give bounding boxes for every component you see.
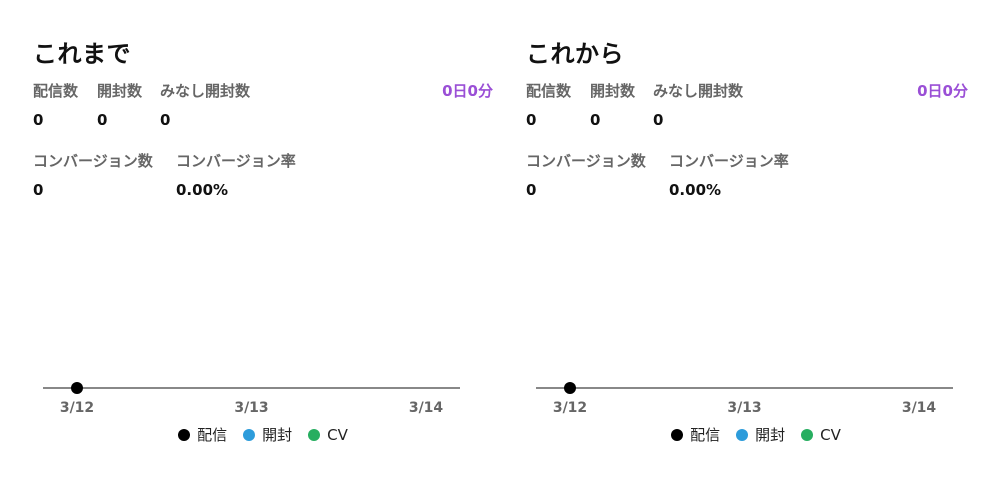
legend-label: 開封 <box>262 426 293 444</box>
cv-dot-icon <box>801 428 814 441</box>
conversion-rate-label: コンバージョン率 <box>176 152 296 170</box>
cv-dot-icon <box>308 428 321 441</box>
conversions-value: 0 <box>526 181 537 199</box>
deemed-opened-label: みなし開封数 <box>160 82 251 100</box>
future-panel: これから 配信数 開封数 みなし開封数 0日0分 0 0 0 コンバージョン数 … <box>526 0 986 480</box>
legend-item-delivery[interactable]: 配信 <box>178 424 227 445</box>
opened-value: 0 <box>590 111 601 129</box>
open-dot-icon <box>243 428 256 441</box>
legend-item-cv[interactable]: CV <box>308 424 348 445</box>
deemed-opened-value: 0 <box>653 111 664 129</box>
legend-item-delivery[interactable]: 配信 <box>671 424 720 445</box>
conversion-rate-value: 0.00% <box>176 181 229 199</box>
delivered-value: 0 <box>33 111 44 129</box>
x-tick-label: 3/14 <box>902 400 937 416</box>
duration-text: 0日0分 <box>917 82 968 100</box>
x-tick-label: 3/12 <box>553 400 587 416</box>
data-point[interactable] <box>71 382 83 394</box>
legend-item-open[interactable]: 開封 <box>243 424 292 445</box>
past-panel: これまで 配信数 開封数 みなし開封数 0日0分 0 0 0 コンバージョン数 … <box>33 0 493 480</box>
legend-item-open[interactable]: 開封 <box>736 424 785 445</box>
delivery-dot-icon <box>178 428 191 441</box>
timeline-chart: 3/12 3/13 3/14 <box>43 382 460 416</box>
x-tick-label: 3/12 <box>60 400 94 416</box>
deemed-opened-label: みなし開封数 <box>653 82 744 100</box>
chart-legend: 配信 開封 CV <box>526 424 986 445</box>
panel-title: これから <box>526 40 624 68</box>
delivered-label: 配信数 <box>526 82 572 100</box>
opened-label: 開封数 <box>590 82 636 100</box>
conversions-label: コンバージョン数 <box>526 152 646 170</box>
deemed-opened-value: 0 <box>160 111 171 129</box>
conversions-value: 0 <box>33 181 44 199</box>
opened-value: 0 <box>97 111 108 129</box>
x-tick-label: 3/13 <box>234 400 268 416</box>
legend-item-cv[interactable]: CV <box>801 424 841 445</box>
panel-title: これまで <box>33 40 131 68</box>
opened-label: 開封数 <box>97 82 143 100</box>
x-tick-label: 3/13 <box>727 400 761 416</box>
delivery-dot-icon <box>671 428 684 441</box>
duration-text: 0日0分 <box>442 82 493 100</box>
legend-label: CV <box>327 425 348 444</box>
conversion-rate-value: 0.00% <box>669 181 722 199</box>
delivered-label: 配信数 <box>33 82 79 100</box>
conversions-label: コンバージョン数 <box>33 152 153 170</box>
legend-label: 配信 <box>690 426 721 444</box>
timeline-chart: 3/12 3/13 3/14 <box>536 382 953 416</box>
open-dot-icon <box>736 428 749 441</box>
legend-label: 配信 <box>197 426 228 444</box>
x-tick-label: 3/14 <box>409 400 444 416</box>
conversion-rate-label: コンバージョン率 <box>669 152 789 170</box>
legend-label: 開封 <box>755 426 786 444</box>
legend-label: CV <box>820 425 841 444</box>
delivered-value: 0 <box>526 111 537 129</box>
data-point[interactable] <box>564 382 576 394</box>
chart-legend: 配信 開封 CV <box>33 424 493 445</box>
